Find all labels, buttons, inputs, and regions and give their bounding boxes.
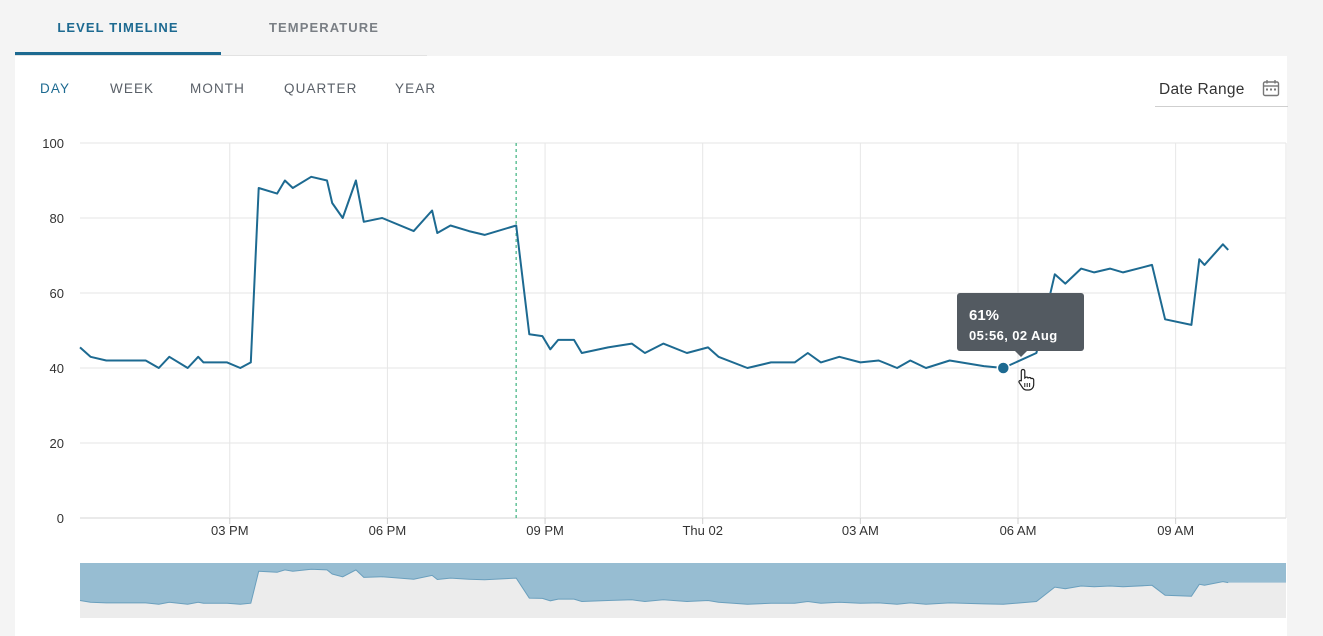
- level-series-line[interactable]: [79, 175, 1229, 369]
- range-quarter-button[interactable]: QUARTER: [284, 81, 358, 96]
- calendar-icon[interactable]: [1262, 79, 1280, 102]
- date-range-label: Date Range: [1159, 81, 1245, 98]
- data-tooltip: 61% 05:56, 02 Aug: [957, 293, 1084, 357]
- y-tick-label: 60: [50, 286, 64, 301]
- x-tick-label: 03 AM: [842, 523, 879, 538]
- y-tick-label: 80: [50, 211, 64, 226]
- tab-bar: LEVEL TIMELINE TEMPERATURE: [15, 0, 427, 56]
- x-tick-label: Thu 02: [682, 523, 722, 538]
- x-tick-label: 06 AM: [1000, 523, 1037, 538]
- date-range-picker[interactable]: Date Range: [1155, 76, 1288, 107]
- y-tick-label: 0: [57, 511, 64, 526]
- range-month-button[interactable]: MONTH: [190, 81, 245, 96]
- range-day-button[interactable]: DAY: [40, 81, 71, 96]
- navigator-series-line: [79, 568, 1229, 605]
- tooltip-time: 05:56, 02 Aug: [969, 328, 1058, 343]
- x-tick-label: 09 PM: [526, 523, 564, 538]
- x-tick-label: 06 PM: [369, 523, 407, 538]
- tab-temperature[interactable]: TEMPERATURE: [268, 20, 380, 35]
- y-tick-label: 40: [50, 361, 64, 376]
- y-tick-label: 20: [50, 436, 64, 451]
- y-tick-label: 100: [42, 136, 64, 151]
- tooltip-value: 61%: [969, 307, 1000, 324]
- x-tick-label: 09 AM: [1157, 523, 1194, 538]
- tab-level-timeline[interactable]: LEVEL TIMELINE: [15, 0, 221, 55]
- hand-cursor-icon: [1017, 368, 1037, 397]
- hover-data-point[interactable]: [996, 361, 1011, 375]
- x-tick-label: 03 PM: [211, 523, 249, 538]
- range-year-button[interactable]: YEAR: [395, 81, 437, 96]
- range-week-button[interactable]: WEEK: [110, 81, 155, 96]
- navigator-range-fill[interactable]: [80, 563, 1286, 605]
- tooltip-arrow: [1015, 351, 1027, 357]
